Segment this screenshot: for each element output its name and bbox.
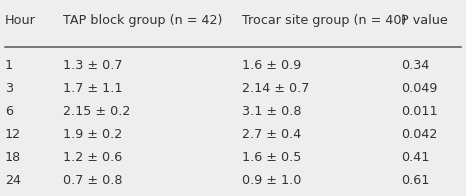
Text: 24: 24 bbox=[5, 174, 21, 187]
Text: 1.6 ± 0.5: 1.6 ± 0.5 bbox=[242, 151, 302, 164]
Text: 2.7 ± 0.4: 2.7 ± 0.4 bbox=[242, 128, 302, 141]
Text: Hour: Hour bbox=[5, 14, 35, 27]
Text: 1.9 ± 0.2: 1.9 ± 0.2 bbox=[63, 128, 122, 141]
Text: 1.3 ± 0.7: 1.3 ± 0.7 bbox=[63, 59, 123, 72]
Text: 0.9 ± 1.0: 0.9 ± 1.0 bbox=[242, 174, 302, 187]
Text: Trocar site group (n = 40): Trocar site group (n = 40) bbox=[242, 14, 407, 27]
Text: 2.15 ± 0.2: 2.15 ± 0.2 bbox=[63, 105, 130, 118]
Text: 1.7 ± 1.1: 1.7 ± 1.1 bbox=[63, 82, 123, 95]
Text: 1: 1 bbox=[5, 59, 13, 72]
Text: 1.6 ± 0.9: 1.6 ± 0.9 bbox=[242, 59, 302, 72]
Text: 3: 3 bbox=[5, 82, 13, 95]
Text: 18: 18 bbox=[5, 151, 21, 164]
Text: 0.011: 0.011 bbox=[401, 105, 438, 118]
Text: 12: 12 bbox=[5, 128, 21, 141]
Text: 1.2 ± 0.6: 1.2 ± 0.6 bbox=[63, 151, 122, 164]
Text: 0.7 ± 0.8: 0.7 ± 0.8 bbox=[63, 174, 123, 187]
Text: 2.14 ± 0.7: 2.14 ± 0.7 bbox=[242, 82, 310, 95]
Text: TAP block group (n = 42): TAP block group (n = 42) bbox=[63, 14, 222, 27]
Text: 0.34: 0.34 bbox=[401, 59, 429, 72]
Text: 0.61: 0.61 bbox=[401, 174, 429, 187]
Text: 0.41: 0.41 bbox=[401, 151, 429, 164]
Text: P value: P value bbox=[401, 14, 447, 27]
Text: 0.042: 0.042 bbox=[401, 128, 437, 141]
Text: 0.049: 0.049 bbox=[401, 82, 437, 95]
Text: 6: 6 bbox=[5, 105, 13, 118]
Text: 3.1 ± 0.8: 3.1 ± 0.8 bbox=[242, 105, 302, 118]
